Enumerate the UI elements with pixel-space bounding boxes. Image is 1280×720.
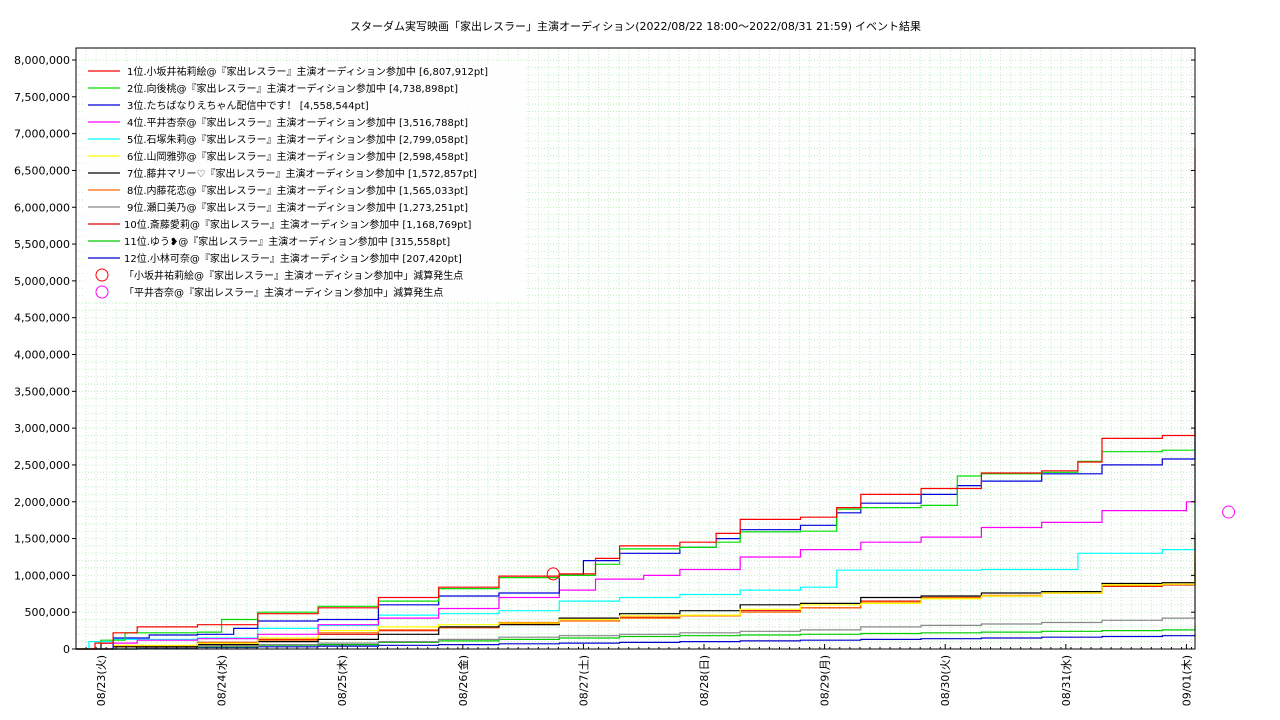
y-tick-label: 4,000,000 <box>14 349 70 362</box>
x-tick-label: 08/26(金) <box>456 655 470 706</box>
legend-label: 1位.小坂井祐莉絵@『家出レスラー』主演オーディション参加中 [6,807,91… <box>127 65 488 78</box>
x-tick-label: 08/29(月) <box>819 655 832 706</box>
chart-subtitle: イベント結果 <box>855 19 921 33</box>
y-tick-label: 8,000,000 <box>14 54 70 67</box>
legend-label: 「小坂井祐莉絵@『家出レスラー』主演オーディション参加中」減算発生点 <box>124 269 463 282</box>
y-tick-label: 6,000,000 <box>14 201 70 214</box>
y-tick-label: 6,500,000 <box>14 164 70 177</box>
legend-label: 5位.石塚朱莉@『家出レスラー』主演オーディション参加中 [2,799,058p… <box>127 133 468 146</box>
legend-label: 「平井杏奈@『家出レスラー』主演オーディション参加中」減算発生点 <box>124 286 443 299</box>
y-tick-label: 5,500,000 <box>14 238 70 251</box>
y-tick-label: 7,500,000 <box>14 91 70 104</box>
series-line <box>76 390 1196 650</box>
legend-label: 10位.斎藤愛莉@『家出レスラー』主演オーディション参加中 [1,168,769… <box>124 218 471 231</box>
axes: 0 500,000 1,000,000 1,500,000 2,000,000 2,500… <box>14 54 1195 706</box>
y-tick-label: 1,000,000 <box>14 569 70 582</box>
legend-label: 6位.山岡雅弥@『家出レスラー』主演オーディション参加中 [2,598,458p… <box>127 150 468 163</box>
y-tick-label: 0 <box>63 643 70 656</box>
x-tick-label: 08/30(火) <box>939 655 952 706</box>
series-line <box>76 555 1196 650</box>
y-tick-label: 500,000 <box>25 606 71 619</box>
legend: 1位.小坂井祐莉絵@『家出レスラー』主演オーディション参加中 [6,807,91… <box>84 62 524 302</box>
series-line <box>76 300 1196 650</box>
legend-label: 2位.向後桃@『家出レスラー』主演オーディション参加中 [4,738,898pt… <box>127 82 458 95</box>
plot-frame <box>75 47 1196 650</box>
y-tick-label: 3,500,000 <box>14 385 70 398</box>
legend-label: 4位.平井杏奈@『家出レスラー』主演オーディション参加中 [3,516,788p… <box>127 116 468 129</box>
legend-box <box>84 62 524 302</box>
x-tick-label: 09/01(木) <box>1180 655 1193 706</box>
series-line <box>76 457 1196 650</box>
y-tick-label: 1,500,000 <box>14 533 70 546</box>
x-tick-label: 08/24(水) <box>216 655 229 706</box>
series-line <box>76 442 1196 650</box>
legend-label: 7位.藤井マリー♡『家出レスラー』主演オーディション参加中 [1,572,857… <box>127 167 477 180</box>
legend-label: 8位.内藤花恋@『家出レスラー』主演オーディション参加中 [1,565,033p… <box>127 184 468 197</box>
y-tick-label: 2,500,000 <box>14 459 70 472</box>
deduction-marker <box>1222 505 1236 519</box>
deduction-marker <box>546 567 560 581</box>
legend-label: 12位.小林可奈@『家出レスラー』主演オーディション参加中 [207,420pt… <box>124 252 462 265</box>
series-lines <box>76 147 1196 650</box>
x-tick-label: 08/28(日) <box>698 655 711 706</box>
legend-label: 11位.ゆう❥@『家出レスラー』主演オーディション参加中 [315,558pt] <box>124 235 450 248</box>
series-line <box>76 147 1196 650</box>
legend-marker <box>95 285 109 299</box>
series-line <box>76 625 1196 650</box>
legend-label: 9位.瀬口美乃@『家出レスラー』主演オーディション参加中 [1,273,251p… <box>127 201 468 214</box>
y-tick-label: 3,000,000 <box>14 422 70 435</box>
y-tick-label: 2,000,000 <box>14 496 70 509</box>
chart-title: スターダム実写映画「家出レスラー」主演オーディション(2022/08/22 18… <box>350 19 852 33</box>
x-tick-label: 08/31(水) <box>1060 655 1073 706</box>
series-line <box>76 633 1196 650</box>
x-tick-label: 08/27(土) <box>577 655 590 706</box>
deduction-markers <box>546 505 1236 581</box>
x-tick-label: 08/23(火) <box>95 655 108 706</box>
legend-label: 3位.たちばなりえちゃん配信中です！ [4,558,544pt] <box>127 99 369 112</box>
series-line <box>76 313 1196 650</box>
y-tick-label: 4,500,000 <box>14 312 70 325</box>
y-tick-label: 5,000,000 <box>14 275 70 288</box>
y-tick-label: 7,000,000 <box>14 128 70 141</box>
x-tick-label: 08/25(木) <box>336 655 349 706</box>
legend-marker <box>95 268 109 282</box>
